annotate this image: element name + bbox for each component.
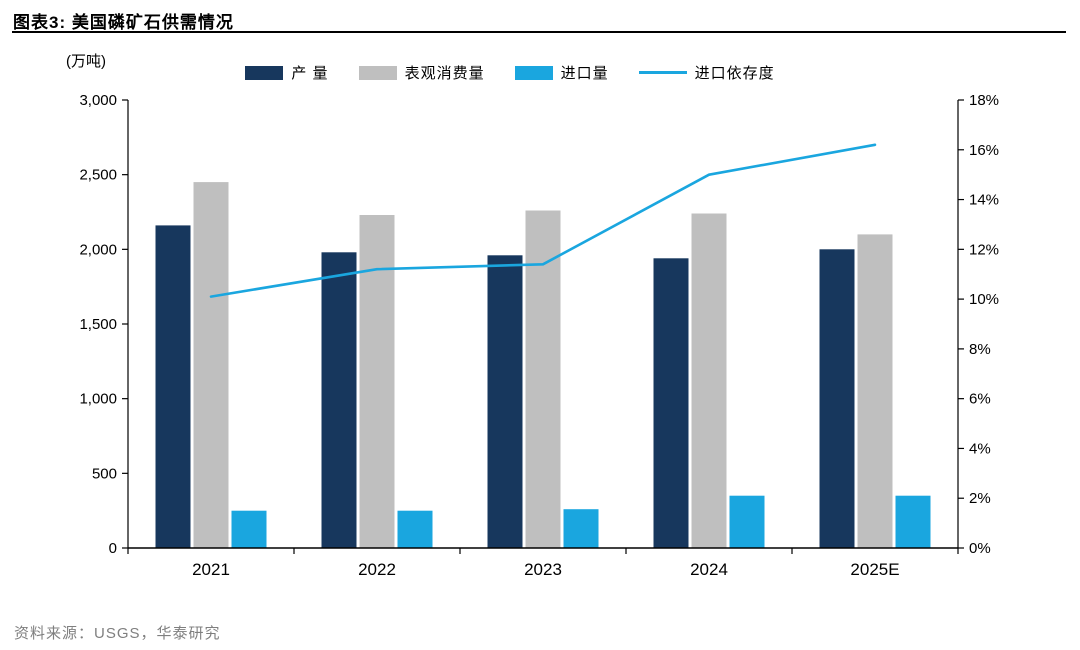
legend-item-3: 进口量	[514, 62, 609, 83]
legend-bar-swatch	[245, 65, 284, 80]
legend-bar-swatch	[514, 65, 553, 80]
right-axis-tick-label: 0%	[969, 540, 991, 557]
left-axis-tick-label: 3,000	[79, 92, 117, 109]
right-axis-tick-label: 4%	[969, 440, 991, 457]
x-axis-category-label: 2021	[192, 560, 230, 579]
chart-legend: 产 量 表观消费量 进口量 进口依存度	[0, 62, 1020, 83]
legend-item-2: 表观消费量	[358, 62, 485, 83]
legend-line-swatch	[638, 71, 687, 74]
legend-label: 产 量	[291, 65, 329, 82]
right-axis-tick-label: 16%	[969, 142, 999, 159]
right-axis-tick-label: 8%	[969, 341, 991, 358]
legend-item-4: 进口依存度	[638, 62, 775, 83]
bar-2-2022	[359, 215, 395, 548]
bar-2-2023	[525, 210, 561, 548]
source-note: 资料来源：USGS，华泰研究	[14, 625, 221, 642]
legend-label: 进口量	[560, 65, 609, 82]
left-axis-tick-label: 1,000	[79, 391, 117, 408]
left-axis-tick-label: 2,500	[79, 167, 117, 184]
legend-label: 进口依存度	[694, 65, 775, 82]
bar-2-2025E	[857, 234, 893, 548]
right-axis-tick-label: 12%	[969, 241, 999, 258]
bar-3-2022	[397, 510, 433, 548]
bar-3-2024	[729, 495, 765, 548]
left-axis-tick-label: 1,500	[79, 316, 117, 333]
bar-2-2024	[691, 213, 727, 548]
title-underline	[12, 31, 1066, 33]
legend-label: 表观消费量	[404, 65, 485, 82]
bar-1-2025E	[819, 249, 855, 549]
bar-3-2025E	[895, 495, 931, 548]
legend-item-1: 产 量	[245, 62, 328, 83]
chart-title: 图表3: 美国磷矿石供需情况	[13, 13, 234, 32]
right-axis-tick-label: 2%	[969, 490, 991, 507]
x-axis-category-label: 2022	[358, 560, 396, 579]
right-axis-tick-label: 6%	[969, 391, 991, 408]
bar-1-2021	[155, 225, 191, 548]
bar-3-2021	[231, 510, 267, 548]
y-axis-unit-label: (万吨)	[66, 53, 106, 70]
x-axis-category-label: 2025E	[850, 560, 899, 579]
right-axis-tick-label: 14%	[969, 192, 999, 209]
legend-bar-swatch	[358, 65, 397, 80]
x-axis-category-label: 2023	[524, 560, 562, 579]
bar-1-2022	[321, 252, 357, 549]
line-series-import-dependency	[209, 143, 877, 298]
x-axis-category-label: 2024	[690, 560, 728, 579]
right-axis-tick-label: 18%	[969, 92, 999, 109]
left-axis-tick-label: 2,000	[79, 241, 117, 258]
bar-1-2024	[653, 258, 689, 548]
bar-3-2023	[563, 509, 599, 548]
left-axis-tick-label: 500	[92, 465, 117, 482]
right-axis-tick-label: 10%	[969, 291, 999, 308]
left-axis-tick-label: 0	[109, 540, 117, 557]
bar-2-2021	[193, 182, 229, 548]
bar-1-2023	[487, 255, 523, 549]
